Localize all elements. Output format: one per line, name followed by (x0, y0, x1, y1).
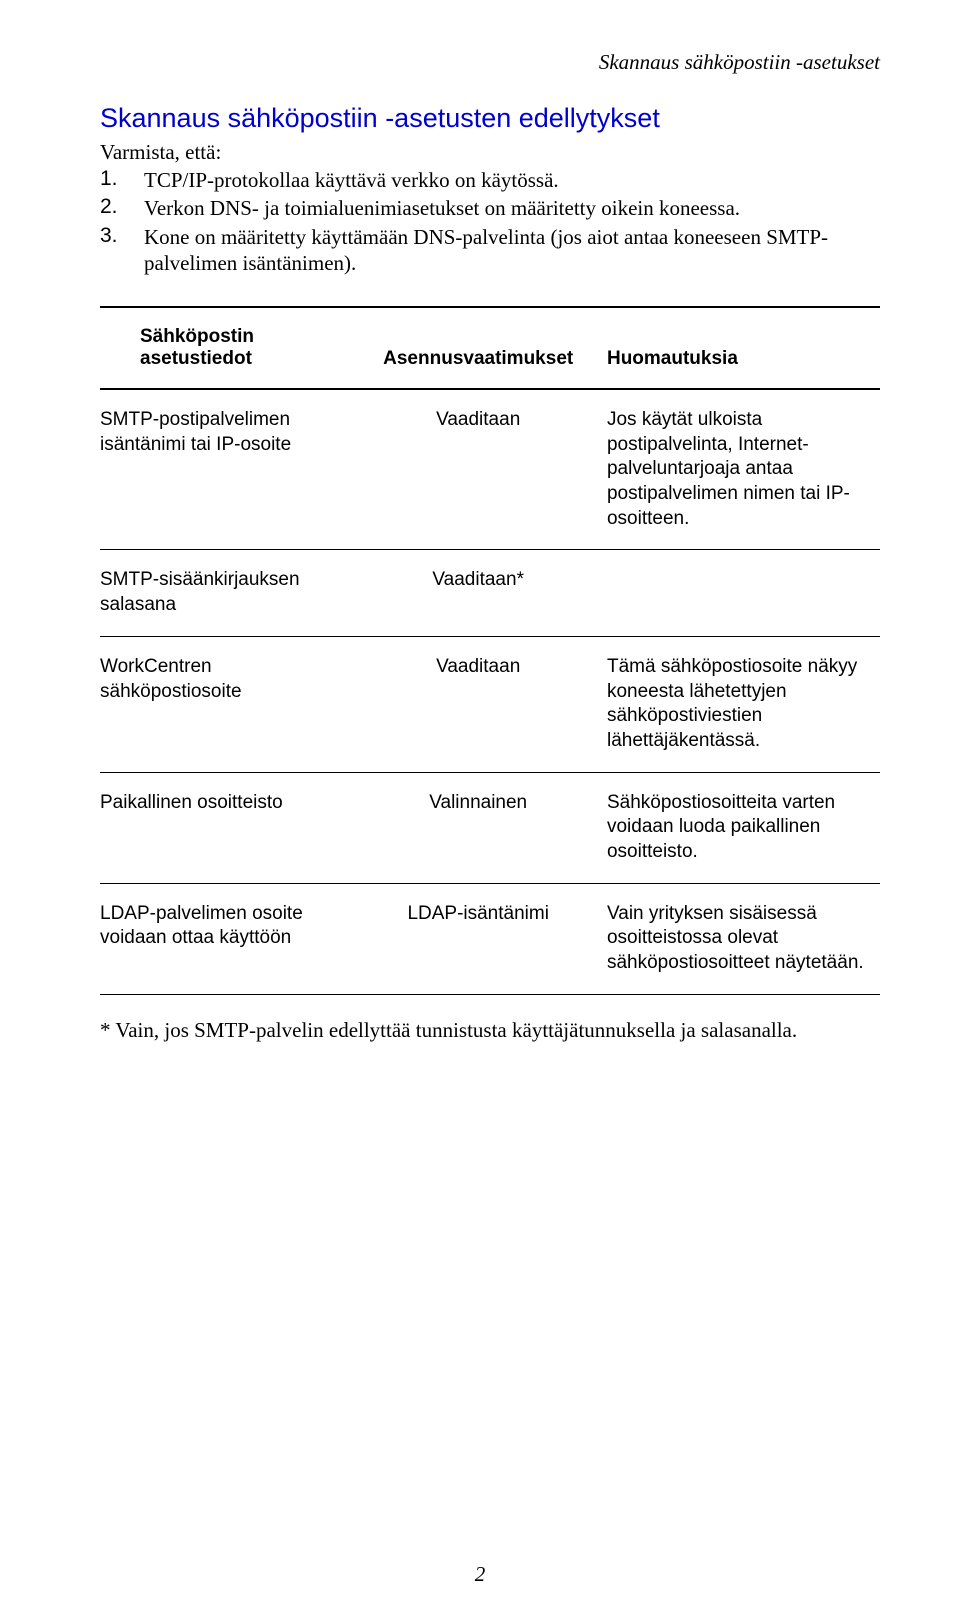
page-number: 2 (0, 1562, 960, 1587)
table-cell: LDAP-isäntänimi (357, 883, 607, 994)
table-cell: Sähköpostiosoitteita varten voidaan luod… (607, 772, 880, 883)
table-header-row: Sähköpostin asetustiedot Asennusvaatimuk… (100, 307, 880, 389)
table-cell: LDAP-palvelimen osoite voidaan ottaa käy… (100, 883, 357, 994)
list-text: TCP/IP-protokollaa käyttävä verkko on kä… (144, 167, 880, 193)
table-cell: Jos käytät ulkoista postipalvelinta, Int… (607, 389, 880, 550)
numbered-list: 1. TCP/IP-protokollaa käyttävä verkko on… (100, 167, 880, 276)
table-header-col3: Huomautuksia (607, 307, 880, 389)
intro-line: Varmista, että: (100, 140, 880, 165)
table-cell: Paikallinen osoitteisto (100, 772, 357, 883)
table-header-col1: Sähköpostin asetustiedot (100, 307, 357, 389)
list-number: 1. (100, 167, 144, 193)
table-cell: Vain yrityksen sisäisessä osoitteistossa… (607, 883, 880, 994)
list-text: Kone on määritetty käyttämään DNS-palvel… (144, 224, 880, 277)
settings-table: Sähköpostin asetustiedot Asennusvaatimuk… (100, 306, 880, 995)
table-row: WorkCentren sähköpostiosoite Vaaditaan T… (100, 636, 880, 772)
table-row: Paikallinen osoitteisto Valinnainen Sähk… (100, 772, 880, 883)
footnote: * Vain, jos SMTP-palvelin edellyttää tun… (100, 1017, 880, 1044)
table-row: LDAP-palvelimen osoite voidaan ottaa käy… (100, 883, 880, 994)
running-header: Skannaus sähköpostiin -asetukset (100, 50, 880, 75)
table-header-col2: Asennusvaatimukset (357, 307, 607, 389)
table-cell: WorkCentren sähköpostiosoite (100, 636, 357, 772)
list-item: 2. Verkon DNS- ja toimialuenimiasetukset… (100, 195, 880, 221)
list-item: 1. TCP/IP-protokollaa käyttävä verkko on… (100, 167, 880, 193)
table-cell: SMTP-sisäänkirjauksen salasana (100, 550, 357, 636)
list-number: 3. (100, 224, 144, 277)
table-cell: Valinnainen (357, 772, 607, 883)
list-text: Verkon DNS- ja toimialuenimiasetukset on… (144, 195, 880, 221)
header-text: Huomautuksia (607, 348, 738, 369)
table-row: SMTP-postipalvelimen isäntänimi tai IP-o… (100, 389, 880, 550)
section-title: Skannaus sähköpostiin -asetusten edellyt… (100, 103, 880, 134)
list-item: 3. Kone on määritetty käyttämään DNS-pal… (100, 224, 880, 277)
table-cell: Vaaditaan* (357, 550, 607, 636)
settings-table-wrapper: Sähköpostin asetustiedot Asennusvaatimuk… (100, 306, 880, 995)
header-text: Sähköpostin asetustiedot (140, 326, 254, 369)
table-cell: Vaaditaan (357, 636, 607, 772)
table-row: SMTP-sisäänkirjauksen salasana Vaaditaan… (100, 550, 880, 636)
table-cell: Vaaditaan (357, 389, 607, 550)
table-cell: SMTP-postipalvelimen isäntänimi tai IP-o… (100, 389, 357, 550)
table-cell: Tämä sähköpostiosoite näkyy koneesta läh… (607, 636, 880, 772)
list-number: 2. (100, 195, 144, 221)
header-text: Asennusvaatimukset (383, 348, 573, 369)
table-cell (607, 550, 880, 636)
